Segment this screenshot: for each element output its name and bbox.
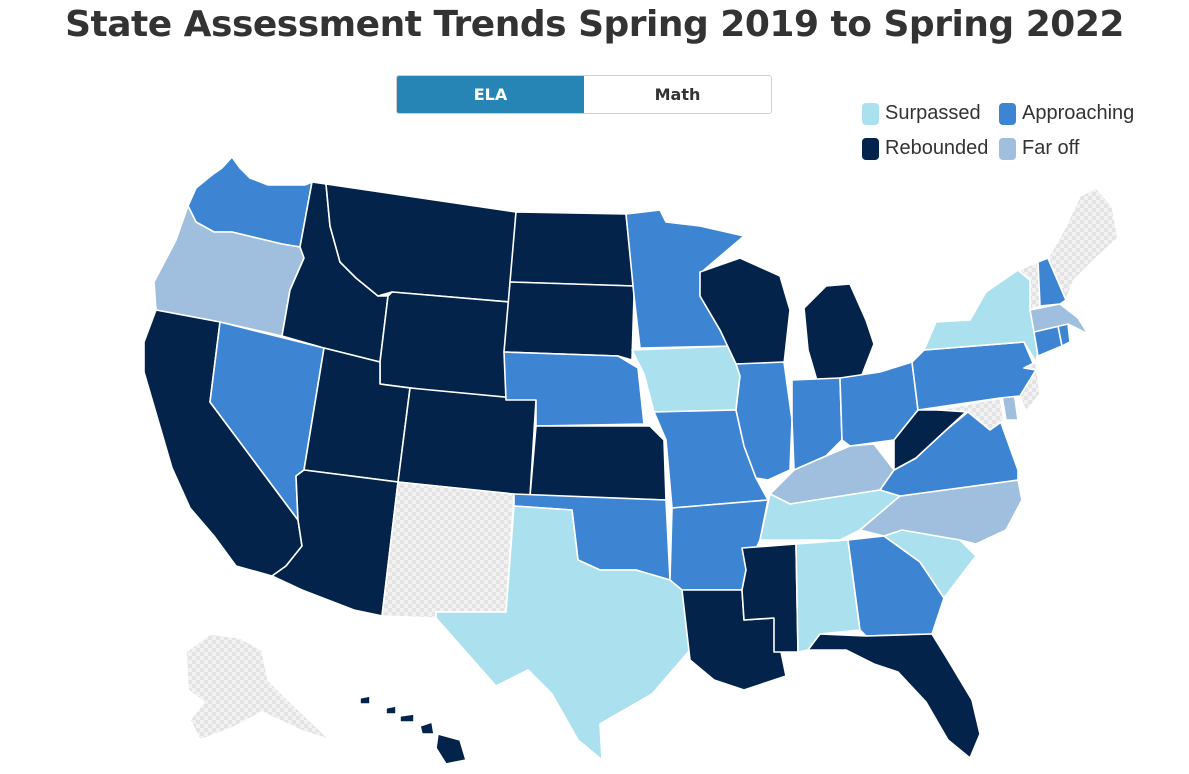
page-title: State Assessment Trends Spring 2019 to S…	[65, 4, 1124, 45]
state-new-hampshire[interactable]	[1037, 257, 1067, 307]
legend: Surpassed Approaching Rebounded Far off	[862, 102, 1162, 170]
state-alaska[interactable]	[185, 633, 331, 741]
legend-swatch-approaching	[999, 102, 1016, 125]
legend-item-approaching: Approaching	[999, 102, 1134, 125]
legend-label-far-off: Far off	[1022, 137, 1080, 159]
state-iowa[interactable]	[631, 345, 741, 413]
legend-swatch-far-off	[999, 137, 1016, 160]
hawaii-oahu	[385, 705, 397, 715]
state-hawaii[interactable]	[359, 695, 467, 765]
state-maine[interactable]	[1047, 187, 1119, 301]
state-wyoming[interactable]	[379, 291, 511, 401]
legend-item-far-off: Far off	[999, 137, 1079, 160]
subject-toggle[interactable]: ELA Math	[396, 75, 772, 114]
state-illinois[interactable]	[735, 361, 793, 481]
state-colorado[interactable]	[397, 387, 537, 497]
legend-label-surpassed: Surpassed	[885, 102, 981, 124]
state-pennsylvania[interactable]	[911, 341, 1037, 411]
state-florida[interactable]	[807, 633, 981, 759]
tab-math[interactable]: Math	[584, 76, 771, 113]
state-kansas[interactable]	[529, 425, 667, 501]
hawaii-maui	[419, 721, 435, 735]
legend-item-surpassed: Surpassed	[862, 102, 981, 125]
hawaii-big-island	[435, 733, 467, 765]
state-nebraska[interactable]	[503, 351, 645, 427]
legend-label-approaching: Approaching	[1022, 102, 1135, 124]
hawaii-kauai	[359, 695, 371, 705]
state-michigan[interactable]	[803, 283, 875, 385]
state-north-dakota[interactable]	[509, 211, 635, 287]
state-new-mexico[interactable]	[381, 481, 515, 619]
state-texas[interactable]	[435, 505, 691, 761]
legend-swatch-surpassed	[862, 102, 879, 125]
state-south-dakota[interactable]	[503, 281, 635, 361]
legend-swatch-rebounded	[862, 137, 879, 160]
state-vermont[interactable]	[1017, 261, 1041, 311]
legend-label-rebounded: Rebounded	[885, 137, 989, 159]
legend-item-rebounded: Rebounded	[862, 137, 988, 160]
tab-ela[interactable]: ELA	[397, 76, 584, 113]
hawaii-molokai	[399, 713, 415, 723]
